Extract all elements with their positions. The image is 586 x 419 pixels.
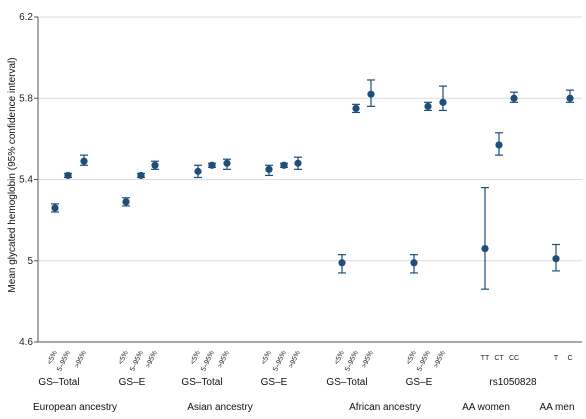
ancestry-label: Asian ancestry	[187, 402, 253, 413]
data-point	[265, 165, 273, 173]
y-tick-label: 5	[27, 256, 33, 267]
data-point	[208, 161, 216, 169]
category-label: T	[554, 355, 559, 362]
category-label: CT	[494, 355, 504, 362]
category-label: <5%	[189, 350, 201, 366]
category-label: >95%	[74, 350, 88, 369]
category-label: <5%	[117, 350, 129, 366]
category-label: 5–95%	[200, 350, 216, 373]
data-point	[294, 159, 302, 167]
category-label: >95%	[361, 350, 375, 369]
ancestry-label: European ancestry	[33, 402, 117, 413]
category-label: 5–95%	[416, 350, 432, 373]
data-point	[80, 157, 88, 165]
grid-layer	[38, 16, 582, 343]
data-point	[495, 141, 503, 149]
y-axis-label: Mean glycated hemoglobin (95% confidence…	[7, 57, 18, 292]
shared-genotype-label: rs1050828	[489, 377, 537, 388]
y-tick-label: 4.6	[19, 337, 33, 348]
category-label: <5%	[405, 350, 417, 366]
data-point	[510, 94, 518, 102]
data-point	[280, 161, 288, 169]
data-point	[137, 171, 145, 180]
data-point	[481, 244, 489, 253]
category-label: 5–95%	[272, 350, 288, 373]
category-label: 5–95%	[344, 350, 360, 373]
group-label: GS–Total	[38, 377, 79, 388]
group-label: GS–Total	[326, 377, 367, 388]
data-point	[410, 259, 418, 267]
marks-layer	[51, 79, 574, 290]
category-label: <5%	[46, 350, 58, 366]
labels-layer: 4.655.45.86.2<5%5–95% >95%GS–TotalEuropea…	[19, 12, 574, 413]
group-label: GS–E	[119, 377, 146, 388]
data-point	[352, 104, 360, 113]
category-label: >95%	[217, 350, 231, 369]
ancestry-label: AA men	[539, 402, 574, 413]
data-point	[151, 161, 159, 169]
data-point	[552, 255, 560, 263]
data-point	[194, 167, 202, 175]
category-label: CC	[509, 355, 519, 362]
data-point	[424, 102, 432, 110]
data-point	[64, 171, 72, 180]
y-tick-label: 5.8	[19, 93, 33, 104]
group-label: GS–E	[406, 377, 433, 388]
category-label: <5%	[260, 350, 272, 366]
category-label: <5%	[333, 350, 345, 366]
category-label: >95%	[145, 350, 159, 369]
data-point	[122, 198, 130, 206]
y-tick-label: 6.2	[19, 12, 33, 23]
ancestry-label: AA women	[462, 402, 510, 413]
data-point	[223, 159, 231, 167]
data-point	[566, 94, 574, 102]
data-point	[51, 204, 59, 212]
axis-layer	[34, 16, 582, 343]
data-point	[338, 259, 346, 267]
data-point	[439, 98, 447, 106]
group-label: GS–E	[261, 377, 288, 388]
category-label: >95%	[433, 350, 447, 369]
category-label: C	[567, 355, 572, 362]
group-label: GS–Total	[181, 377, 222, 388]
category-label: >95%	[288, 350, 302, 369]
y-tick-label: 5.4	[19, 175, 33, 186]
category-label: TT	[481, 355, 490, 362]
data-point	[367, 90, 375, 98]
ancestry-label: African ancestry	[349, 402, 421, 413]
category-label: 5–95%	[129, 350, 145, 373]
